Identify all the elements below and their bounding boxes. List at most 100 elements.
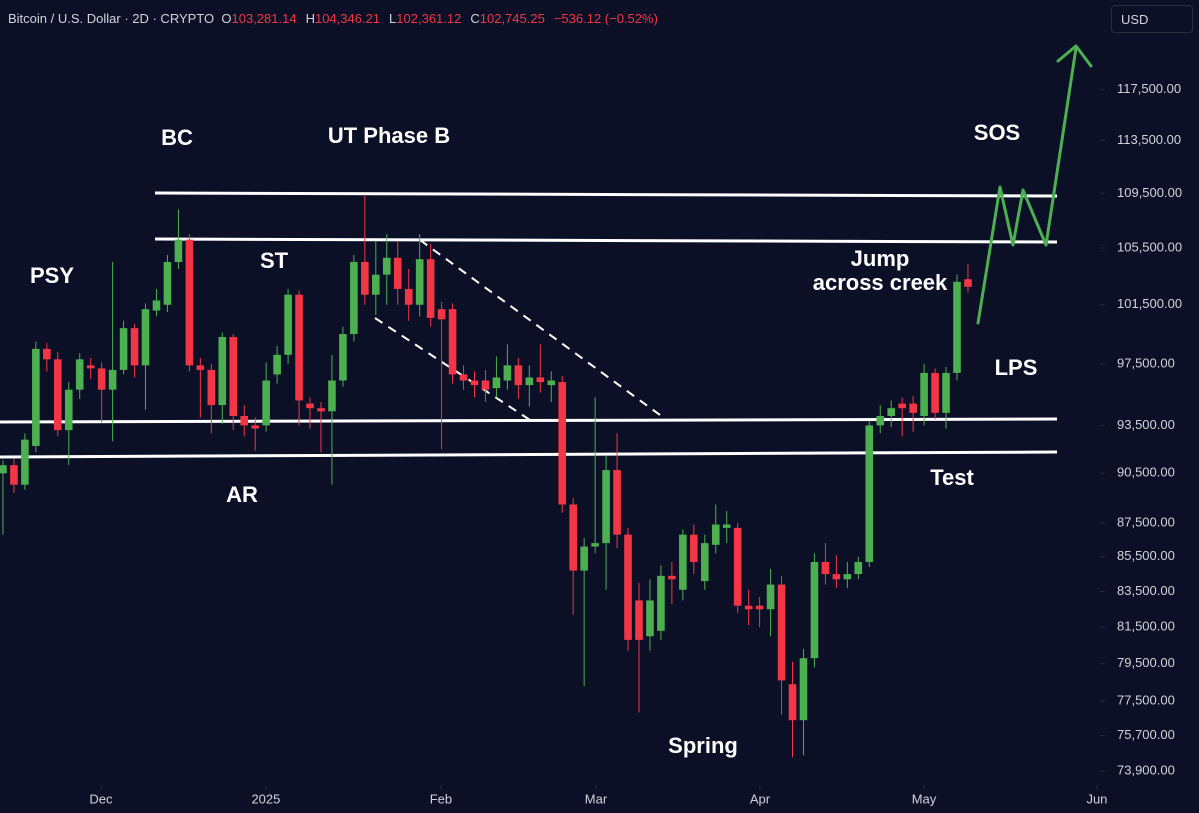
candle-body bbox=[591, 543, 599, 547]
x-tick-label: 2025 bbox=[251, 791, 280, 806]
x-tick-label: May bbox=[912, 791, 937, 806]
candle-body bbox=[86, 365, 95, 369]
projection bbox=[976, 44, 1093, 325]
label: O bbox=[221, 11, 232, 26]
symbol: Bitcoin / U.S. Dollar · 2D · CRYPTO bbox=[8, 11, 215, 26]
candle-body bbox=[448, 309, 457, 375]
candle-body bbox=[909, 403, 917, 413]
value: 102,361.12 bbox=[396, 11, 462, 26]
candle-body bbox=[810, 561, 819, 659]
header: Bitcoin / U.S. Dollar · 2D · CRYPTO O103… bbox=[8, 11, 667, 26]
candle-body bbox=[876, 416, 885, 426]
candle-body bbox=[514, 365, 523, 386]
candle-body bbox=[624, 534, 632, 640]
candle-body bbox=[843, 574, 852, 580]
candle-body bbox=[821, 561, 830, 575]
candle-body bbox=[613, 470, 621, 535]
range-line bbox=[154, 191, 1058, 198]
y-tick-label: 109,500.00 bbox=[1117, 185, 1182, 200]
candle-body bbox=[240, 416, 249, 426]
candle-body bbox=[97, 368, 106, 390]
candle-body bbox=[602, 470, 610, 544]
candle-body bbox=[426, 259, 435, 318]
candle-body bbox=[690, 534, 698, 562]
candle-body bbox=[174, 239, 183, 262]
candle-body bbox=[229, 336, 238, 417]
candle-body bbox=[10, 465, 18, 485]
annotation: UT Phase B bbox=[328, 123, 450, 148]
annotation: ST bbox=[260, 248, 289, 273]
candles bbox=[0, 194, 972, 758]
annotation: AR bbox=[226, 482, 258, 507]
candle-body bbox=[350, 261, 358, 335]
candle-body bbox=[525, 377, 534, 386]
candle-body bbox=[459, 374, 468, 381]
candle-body bbox=[262, 380, 270, 426]
candle-body bbox=[865, 425, 874, 562]
candle-body bbox=[569, 504, 577, 571]
y-tick-label: 97,500.00 bbox=[1117, 355, 1175, 370]
y-tick-label: 105,500.00 bbox=[1117, 239, 1182, 254]
y-tick-label: 93,500.00 bbox=[1117, 417, 1175, 432]
range-line bbox=[0, 450, 1058, 459]
annotation: across creek bbox=[813, 270, 948, 295]
annotation: Jump bbox=[851, 246, 910, 271]
y-tick-label: 87,500.00 bbox=[1117, 514, 1175, 529]
candle-body bbox=[964, 279, 972, 287]
candle-body bbox=[503, 365, 512, 381]
candle-body bbox=[580, 546, 588, 571]
value: 102,745.25 bbox=[479, 11, 545, 26]
annotation: PSY bbox=[30, 263, 74, 288]
candle-body bbox=[920, 372, 928, 417]
change: −536.12 (−0.52%) bbox=[553, 11, 658, 26]
x-tick-label: Feb bbox=[430, 791, 452, 806]
annotation: SOS bbox=[974, 120, 1020, 145]
candle-body bbox=[470, 380, 479, 386]
candle-body bbox=[931, 372, 939, 413]
candle-body bbox=[668, 575, 676, 580]
y-tick-label: 73,900.00 bbox=[1117, 762, 1175, 777]
candle-body bbox=[481, 380, 490, 390]
candle-body bbox=[119, 328, 128, 370]
y-tick-label: 81,500.00 bbox=[1117, 619, 1175, 634]
value: 103,281.14 bbox=[231, 11, 297, 26]
candle-body bbox=[317, 408, 325, 412]
x-tick-label: Dec bbox=[89, 791, 113, 806]
range-line bbox=[154, 237, 1058, 244]
y-tick-label: 117,500.00 bbox=[1117, 81, 1181, 96]
candle-body bbox=[53, 359, 62, 431]
candle-body bbox=[415, 259, 424, 305]
label: C bbox=[470, 11, 480, 26]
candle-body bbox=[185, 239, 194, 366]
y-tick-label: 77,500.00 bbox=[1117, 693, 1175, 708]
candle-body bbox=[361, 261, 369, 295]
x-tick-label: Jun bbox=[1086, 791, 1107, 806]
candle-body bbox=[733, 527, 742, 606]
candle-body bbox=[163, 261, 172, 305]
candle-body bbox=[700, 543, 709, 582]
candle-body bbox=[273, 354, 281, 375]
annotation: LPS bbox=[995, 355, 1038, 380]
candle-body bbox=[339, 334, 347, 381]
candle-body bbox=[536, 377, 545, 383]
candle-body bbox=[328, 380, 336, 412]
candle-body bbox=[744, 605, 753, 610]
annotation: BC bbox=[161, 125, 193, 150]
candle-body bbox=[755, 605, 764, 610]
x-tick-label: Mar bbox=[585, 791, 608, 806]
x-tick-label: Apr bbox=[750, 791, 771, 806]
trend-line bbox=[419, 239, 661, 416]
annotation: Spring bbox=[668, 733, 738, 758]
currency-button[interactable]: USD bbox=[1111, 5, 1193, 33]
candle-body bbox=[942, 372, 950, 413]
y-tick-label: 79,500.00 bbox=[1117, 655, 1175, 670]
candle-body bbox=[75, 359, 84, 390]
candle-body bbox=[295, 294, 303, 401]
candle-body bbox=[372, 274, 380, 295]
arrow-head bbox=[1056, 44, 1093, 68]
candle-body bbox=[547, 380, 556, 386]
candle-body bbox=[196, 365, 205, 370]
candle-body bbox=[141, 309, 150, 366]
candle-body bbox=[788, 684, 797, 721]
candle-body bbox=[32, 348, 40, 446]
